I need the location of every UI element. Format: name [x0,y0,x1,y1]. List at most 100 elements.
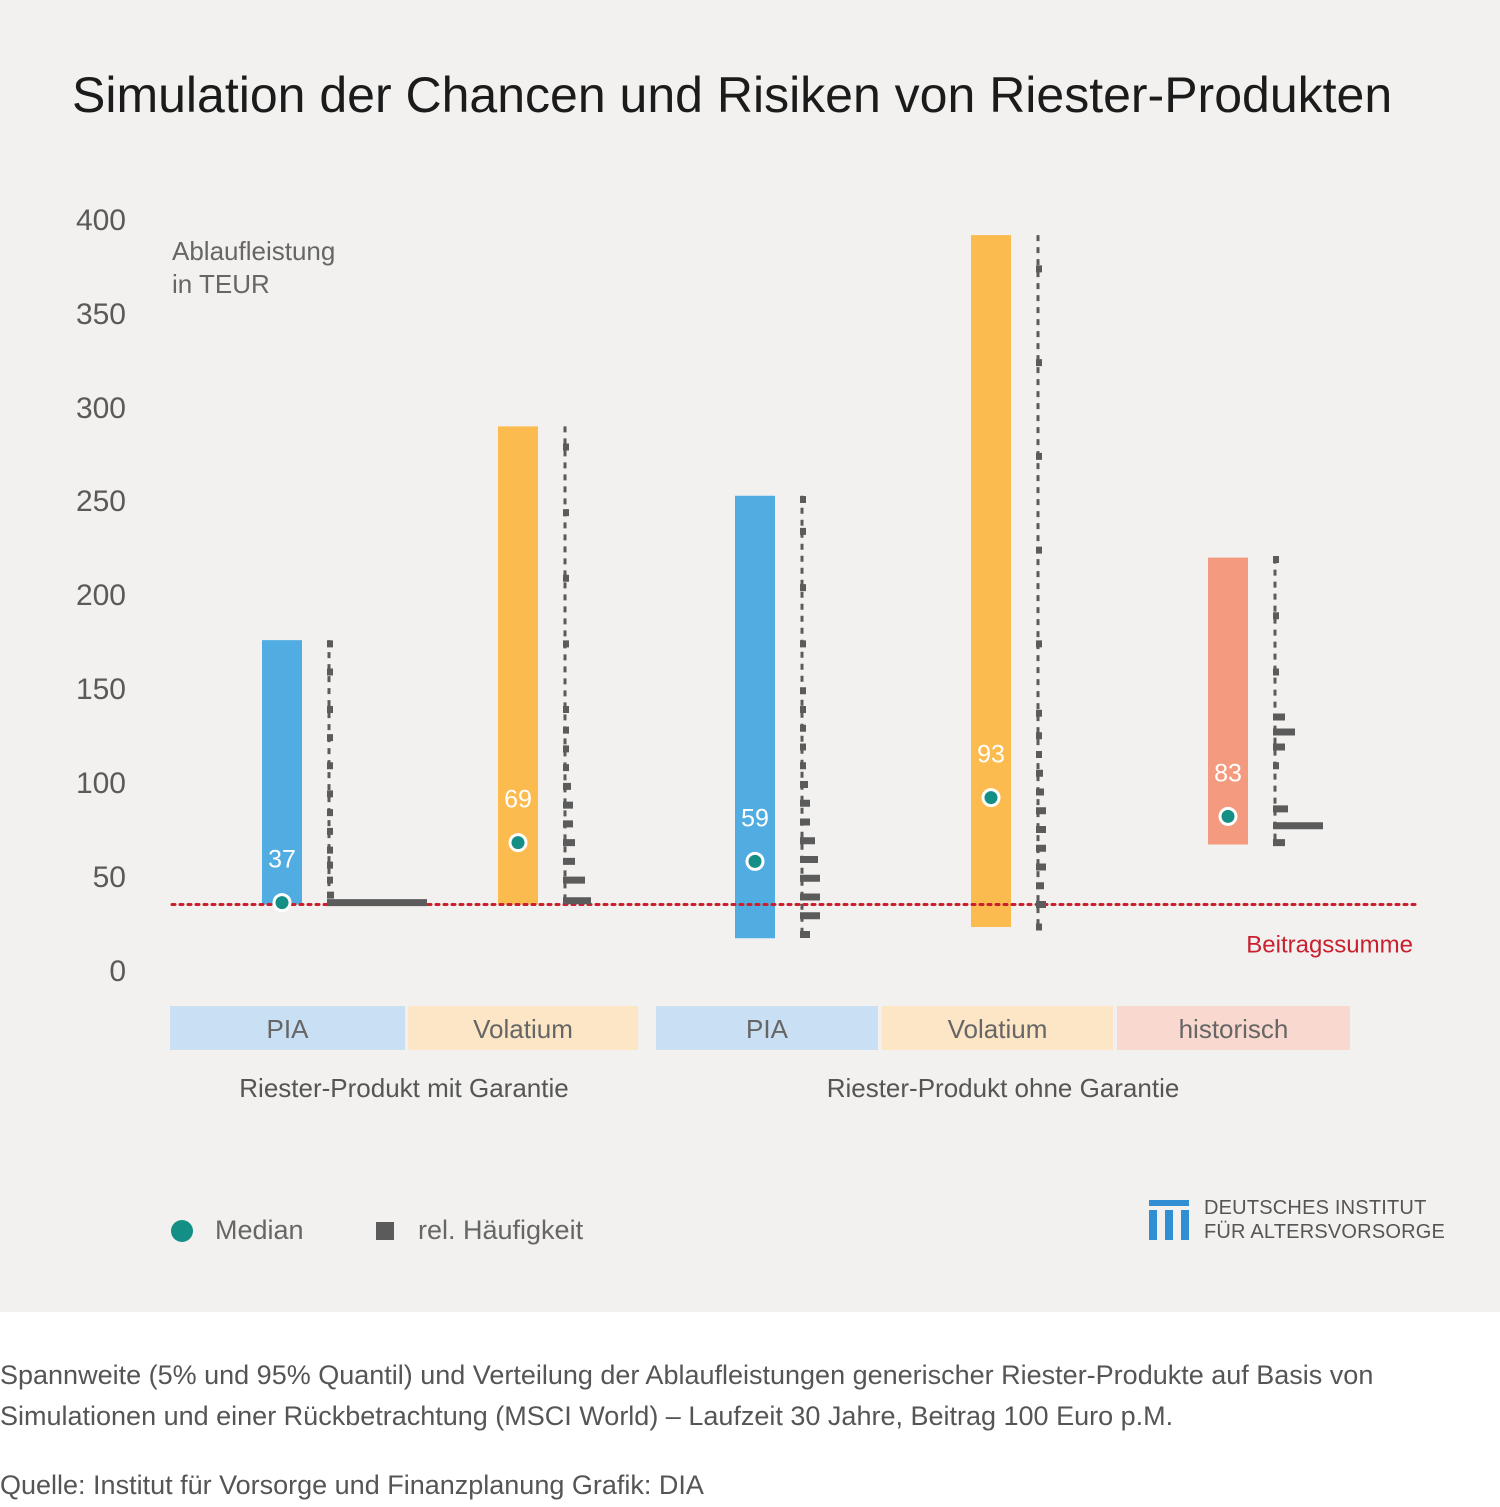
frequency-bar-pia-0 [327,640,333,648]
frequency-bar-volatium-3 [1036,709,1042,717]
category-label-pia-garantie: PIA [170,1006,405,1050]
frequency-bar-volatium-3 [1036,788,1044,796]
y-tick-label: 50 [92,861,126,894]
beitragssumme-label: Beitragssumme [1246,932,1413,959]
frequency-bar-historisch-4 [1273,822,1323,830]
frequency-bar-historisch-4 [1273,805,1288,813]
frequency-bar-volatium-3 [1036,751,1042,758]
legend-frequency-label: rel. Häufigkeit [418,1215,584,1245]
frequency-bar-pia-2 [800,781,808,788]
frequency-bar-volatium-3 [1036,640,1042,648]
median-value-label-pia-0: 37 [268,846,296,874]
source-credit: Quelle: Institut für Vorsorge und Finanz… [0,1470,704,1500]
frequency-bar-pia-2 [800,584,806,592]
frequency-bar-volatium-3 [1036,265,1042,273]
frequency-bar-volatium-3 [1036,359,1042,367]
frequency-bar-volatium-3 [1036,546,1042,554]
group-label-ohne-garantie: Riester-Produkt ohne Garantie [826,1073,1180,1103]
range-bar-pia-2 [735,495,775,939]
frequency-bar-volatium-1 [563,857,575,865]
y-tick-label: 100 [75,767,126,800]
frequency-bar-volatium-3 [1036,769,1043,777]
y-axis-unit-label: in TEUR [172,269,270,299]
range-bar-volatium-3 [971,235,1011,927]
frequency-bar-volatium-1 [563,876,585,884]
legend-frequency-marker [376,1222,394,1240]
frequency-bar-pia-2 [800,893,820,901]
frequency-bar-volatium-1 [563,801,573,809]
frequency-bar-volatium-1 [563,706,569,713]
frequency-bar-volatium-1 [563,726,569,734]
category-label-pia-ohne-garantie: PIA [656,1006,878,1050]
frequency-bar-pia-0 [327,668,333,676]
frequency-bar-pia-2 [800,912,820,920]
frequency-bar-historisch-4 [1273,839,1285,847]
frequency-bar-volatium-1 [563,820,573,828]
y-tick-label: 350 [75,298,126,331]
frequency-bar-historisch-4 [1273,743,1285,751]
y-tick-label: 0 [109,955,126,988]
figure-caption: Spannweite (5% und 95% Quantil) und Vert… [0,1360,1374,1431]
frequency-bar-volatium-1 [563,443,569,451]
frequency-bar-pia-0 [327,861,333,869]
frequency-bar-pia-2 [800,837,815,845]
frequency-bar-pia-0 [327,876,333,884]
median-value-label-pia-2: 59 [741,804,769,832]
frequency-bar-volatium-1 [563,764,569,772]
frequency-bar-pia-0 [327,734,333,742]
frequency-bar-pia-2 [800,762,806,770]
frequency-bar-pia-2 [800,706,806,713]
group-label-mit-garantie: Riester-Produkt mit Garantie [239,1073,569,1103]
frequency-bar-volatium-1 [563,897,591,905]
frequency-bar-volatium-3 [1036,452,1042,460]
frequency-bar-pia-2 [800,496,806,503]
frequency-bar-volatium-3 [1036,826,1046,833]
y-tick-label: 400 [75,204,126,237]
chart-title: Simulation der Chancen und Risiken von R… [72,67,1393,123]
frequency-bar-pia-2 [800,856,818,863]
frequency-bar-pia-0 [327,790,333,798]
frequency-bar-volatium-1 [563,782,571,790]
logo-text-line2: FÜR ALTERSVORSORGE [1204,1221,1446,1243]
legend-median-marker [171,1220,193,1242]
y-tick-label: 300 [75,392,126,425]
frequency-bar-pia-2 [800,931,810,938]
frequency-bar-historisch-4 [1273,612,1279,620]
range-bar-volatium-1 [498,426,538,905]
logo-text-line1: DEUTSCHES INSTITUT [1204,1197,1427,1219]
median-value-label-historisch-4: 83 [1214,759,1242,787]
frequency-bar-historisch-4 [1273,762,1279,770]
frequency-bar-volatium-3 [1036,882,1044,890]
frequency-bar-pia-2 [800,687,806,695]
frequency-bar-pia-2 [800,743,806,751]
category-label-volatium-garantie: Volatium [408,1006,638,1050]
median-marker-historisch-4 [1218,806,1238,826]
range-bar-historisch-4 [1208,557,1248,845]
y-tick-label: 150 [75,673,126,706]
frequency-bar-pia-0 [327,899,427,907]
frequency-bar-volatium-3 [1036,732,1042,740]
frequency-bar-volatium-3 [1036,844,1046,852]
y-tick-label: 200 [75,579,126,612]
frequency-bar-historisch-4 [1273,668,1279,676]
frequency-bar-volatium-3 [1036,923,1042,931]
median-marker-pia-2 [745,851,765,871]
chart-plot-area: Beitragssumme 37 69 59 93 83 [170,235,1417,959]
category-label-volatium-ohne-garantie: Volatium [882,1006,1113,1050]
frequency-bar-pia-0 [327,846,333,854]
frequency-bar-pia-2 [800,874,820,882]
y-axis-label: Ablaufleistung [172,236,336,266]
frequency-bar-historisch-4 [1273,713,1285,721]
frequency-bar-volatium-3 [1036,863,1046,871]
category-label-historisch: historisch [1117,1006,1350,1050]
frequency-bar-volatium-1 [563,574,569,582]
median-value-label-volatium-1: 69 [504,786,532,814]
frequency-bar-pia-2 [800,640,806,648]
frequency-bar-pia-2 [800,527,806,535]
frequency-bar-volatium-1 [563,839,575,847]
legend-median-label: Median [215,1215,304,1245]
frequency-bar-pia-2 [800,799,810,807]
frequency-bar-historisch-4 [1273,728,1295,736]
frequency-bar-volatium-1 [563,745,569,753]
y-tick-label: 250 [75,485,126,518]
